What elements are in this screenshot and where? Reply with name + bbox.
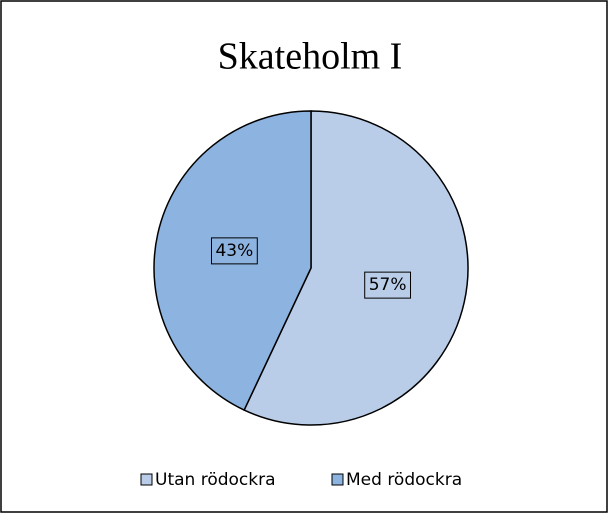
data-label-box [210,237,258,265]
pie-slice [243,110,469,426]
legend-label: Utan rödockra [155,470,276,490]
legend-label: Med rödockra [346,470,462,490]
data-label: 43% [215,241,253,261]
data-label-box [364,271,412,299]
legend-swatch [140,473,153,486]
data-label: 57% [369,275,407,295]
pie-slice [153,110,312,412]
legend-swatch [331,473,344,486]
chart-title: Skateholm I [218,36,403,78]
